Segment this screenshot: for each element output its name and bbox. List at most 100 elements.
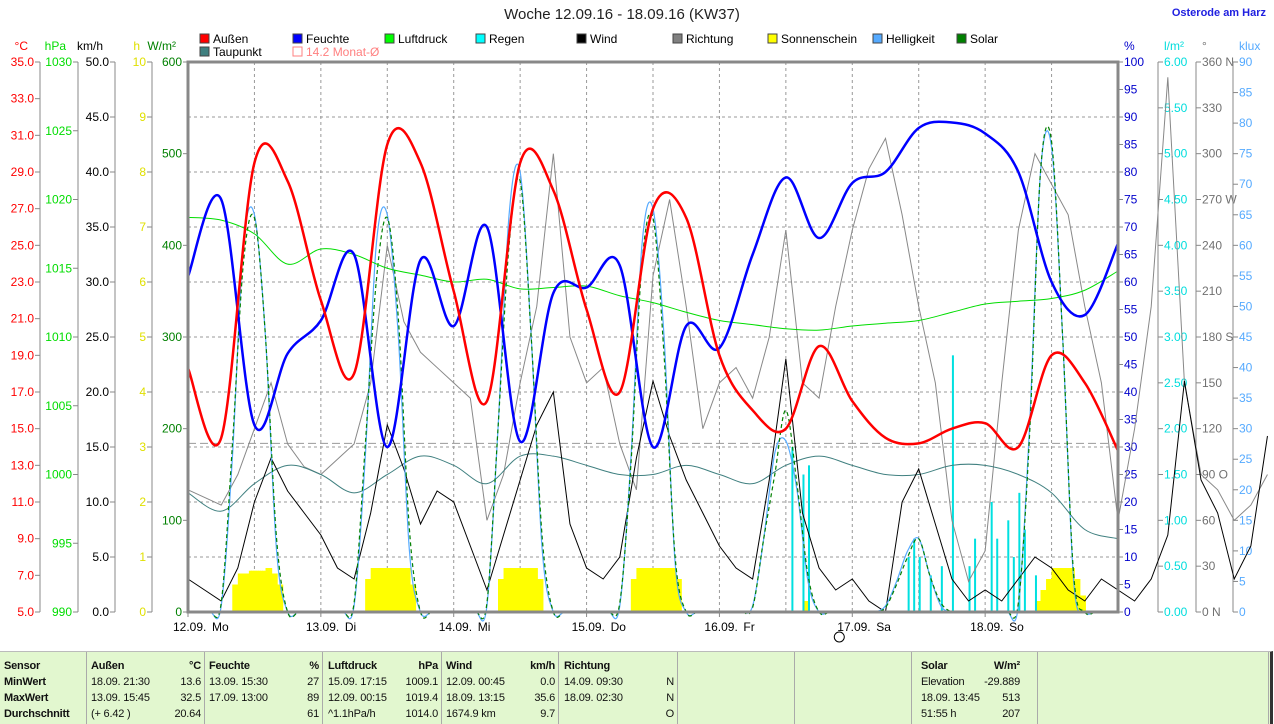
tick-label: 40 bbox=[1124, 385, 1138, 399]
sunshine-bar bbox=[654, 568, 658, 612]
tick-label: 210 bbox=[1202, 284, 1222, 298]
cell-time: 12.09. 00:15 bbox=[328, 692, 387, 704]
tick-label: 1015 bbox=[45, 261, 72, 275]
legend-swatch bbox=[576, 33, 587, 44]
tick-label: 4.00 bbox=[1164, 238, 1188, 252]
cell-time: 51:55 h bbox=[921, 708, 957, 720]
chart-title: Woche 12.09.16 - 18.09.16 (KW37) bbox=[504, 6, 740, 23]
tick-label: 50.0 bbox=[86, 55, 110, 69]
tick-label: 990 bbox=[52, 605, 72, 619]
sunshine-bar bbox=[647, 568, 651, 612]
sunshine-bar bbox=[1058, 568, 1062, 612]
sunshine-bar bbox=[534, 568, 538, 612]
axis-unit: l/m² bbox=[1164, 39, 1184, 53]
tick-label: 10 bbox=[133, 55, 147, 69]
sunshine-bar bbox=[1038, 601, 1042, 612]
tick-label: 0.50 bbox=[1164, 559, 1188, 573]
summary-blank1 bbox=[678, 652, 795, 724]
sunshine-bar bbox=[235, 584, 239, 612]
col-header: Richtung bbox=[564, 660, 611, 672]
tick-label: 35 bbox=[1124, 413, 1138, 427]
col-unit: °C bbox=[189, 660, 201, 672]
axis-unit: W/m² bbox=[147, 39, 176, 53]
cell-value: 513 bbox=[1002, 692, 1020, 704]
cell-time: 14.09. 09:30 bbox=[564, 676, 623, 688]
x-day-label: Mo bbox=[212, 620, 229, 634]
tick-label: 9 bbox=[139, 110, 146, 124]
rain-bar bbox=[1007, 520, 1010, 612]
tick-label: 20 bbox=[1124, 495, 1138, 509]
tick-label: 270 W bbox=[1202, 193, 1237, 207]
sunshine-bar bbox=[514, 568, 518, 612]
sunshine-bar bbox=[1036, 601, 1040, 612]
sunshine-bar bbox=[501, 579, 505, 612]
summary-sensor: Sensor MinWert MaxWert Durchschnitt bbox=[0, 652, 87, 724]
col-unit: W/m² bbox=[993, 660, 1020, 672]
cell-time: Elevation bbox=[921, 676, 965, 688]
tick-label: 1 bbox=[139, 550, 146, 564]
legend-label: Richtung bbox=[686, 32, 733, 46]
tick-label: 5 bbox=[139, 330, 146, 344]
series-taupunkt bbox=[187, 453, 1119, 540]
sunshine-bar bbox=[1068, 568, 1072, 612]
cell-time: 15.09. 17:15 bbox=[328, 676, 387, 688]
tick-label: 15.0 bbox=[11, 422, 35, 436]
cell-time: 18.09. 02:30 bbox=[564, 692, 623, 704]
sunshine-bar bbox=[645, 568, 649, 612]
tick-label: 995 bbox=[52, 536, 72, 550]
legend-label: 14.2 Monat-Ø bbox=[306, 45, 379, 59]
tick-label: 20 bbox=[1239, 483, 1253, 497]
tick-label: 35.0 bbox=[86, 220, 110, 234]
x-day-label: Sa bbox=[876, 620, 891, 634]
tick-label: 55 bbox=[1124, 303, 1138, 317]
sunshine-bar bbox=[385, 568, 389, 612]
cell-value: 0.0 bbox=[540, 676, 555, 688]
tick-label: 65 bbox=[1239, 208, 1253, 222]
legend-label: Feuchte bbox=[306, 32, 350, 46]
col-unit: % bbox=[309, 660, 319, 672]
tick-label: 7 bbox=[139, 220, 146, 234]
sunshine-bar bbox=[271, 573, 275, 612]
x-date-label: 14.09. bbox=[439, 620, 472, 634]
plot-border bbox=[186, 60, 1120, 614]
sunshine-bar bbox=[664, 568, 668, 612]
axis-unit: hPa bbox=[45, 39, 67, 53]
sunshine-bar bbox=[649, 568, 653, 612]
tick-label: 1000 bbox=[45, 468, 72, 482]
tick-label: 35 bbox=[1239, 391, 1253, 405]
tick-label: 5.0 bbox=[92, 550, 109, 564]
legend-label: Taupunkt bbox=[213, 45, 262, 59]
summary-solar: Solar W/m² Elevation -29.889 18.09. 13:45 513… bbox=[917, 652, 1038, 724]
tick-label: 13.0 bbox=[11, 458, 35, 472]
tick-label: 300 bbox=[1202, 147, 1222, 161]
tick-label: 5 bbox=[1124, 578, 1131, 592]
tick-label: 200 bbox=[162, 422, 182, 436]
sunshine-bar bbox=[389, 568, 393, 612]
col-header: Wind bbox=[446, 660, 472, 672]
tick-label: 10 bbox=[1124, 550, 1138, 564]
sunshine-bar bbox=[263, 570, 267, 612]
sensor-header: Sensor bbox=[4, 660, 41, 672]
sunshine-bar bbox=[634, 579, 638, 612]
axis-unit: km/h bbox=[77, 39, 103, 53]
sunshine-bar bbox=[1064, 568, 1068, 612]
tick-label: 5 bbox=[1239, 574, 1246, 588]
axis-unit: klux bbox=[1239, 39, 1260, 53]
sunshine-bar bbox=[1081, 595, 1085, 612]
tick-label: 60 bbox=[1202, 513, 1216, 527]
sunshine-bar bbox=[267, 568, 271, 612]
cell-value: 1014.0 bbox=[405, 708, 439, 720]
tick-label: 75 bbox=[1239, 147, 1253, 161]
axis-unit: ° bbox=[1202, 39, 1207, 53]
sunshine-bar bbox=[525, 568, 529, 612]
tick-label: 0 bbox=[139, 605, 146, 619]
legend-label: Außen bbox=[213, 32, 248, 46]
tick-label: 3.00 bbox=[1164, 330, 1188, 344]
sunshine-bar bbox=[1082, 595, 1086, 612]
sunshine-bar bbox=[675, 579, 679, 612]
cell-time: 1674.9 km bbox=[446, 708, 496, 720]
current-time-marker bbox=[833, 631, 845, 643]
sunshine-bar bbox=[533, 568, 537, 612]
tick-label: 21.0 bbox=[11, 312, 35, 326]
sunshine-bar bbox=[1042, 590, 1046, 612]
